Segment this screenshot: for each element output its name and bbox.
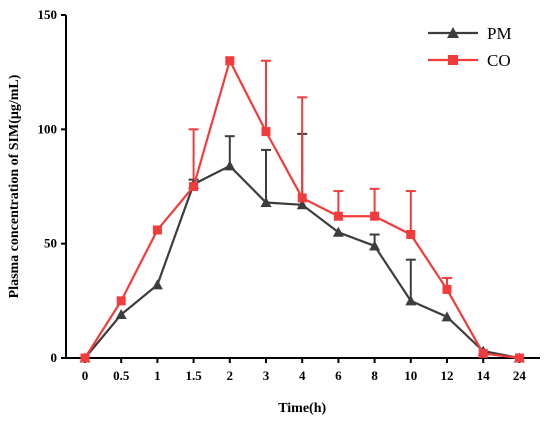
data-point-co: [225, 56, 235, 66]
x-tick-label: 6: [335, 368, 342, 383]
data-point-co: [152, 225, 162, 235]
data-point-co: [333, 211, 343, 221]
legend-label-pm: PM: [487, 24, 512, 43]
data-point-co: [261, 127, 271, 137]
legend-marker-co: [448, 55, 458, 65]
legend-item-co: CO: [428, 51, 511, 70]
data-point-co: [297, 193, 307, 203]
x-tick-label: 12: [441, 368, 454, 383]
x-tick-label: 3: [263, 368, 270, 383]
data-point-pm: [332, 226, 344, 237]
y-tick-label: 50: [44, 236, 57, 251]
y-tick-label: 100: [38, 121, 58, 136]
data-point-co: [80, 353, 90, 363]
x-tick-label: 2: [227, 368, 234, 383]
data-point-pm: [151, 279, 163, 290]
data-point-co: [478, 348, 488, 358]
x-tick-label: 24: [513, 368, 527, 383]
data-point-co: [406, 230, 416, 240]
data-point-pm: [441, 311, 453, 322]
data-point-pm: [369, 240, 381, 251]
data-point-co: [189, 182, 199, 191]
data-point-co: [514, 353, 524, 363]
data-point-co: [442, 284, 452, 294]
data-point-co: [370, 211, 380, 221]
data-point-pm: [224, 160, 236, 171]
y-tick-label: 0: [51, 350, 58, 365]
x-tick-label: 0.5: [113, 368, 130, 383]
legend-label-co: CO: [487, 51, 511, 70]
x-tick-label: 4: [299, 368, 306, 383]
x-tick-label: 0: [82, 368, 89, 383]
y-axis-title: Plasma concentration of SIM(μg/mL): [7, 74, 22, 298]
data-point-co: [116, 296, 126, 306]
x-tick-label: 8: [371, 368, 378, 383]
x-tick-label: 1: [154, 368, 161, 383]
data-point-pm: [405, 295, 417, 306]
legend-item-pm: PM: [428, 24, 512, 43]
y-tick-label: 150: [38, 7, 58, 22]
x-tick-label: 14: [477, 368, 491, 383]
x-tick-label: 10: [404, 368, 417, 383]
data-point-pm: [115, 309, 127, 320]
x-axis-title: Time(h): [278, 401, 326, 416]
x-tick-label: 1.5: [185, 368, 202, 383]
data-point-pm: [296, 199, 308, 210]
legend-marker-pm: [447, 27, 459, 38]
data-point-pm: [260, 197, 272, 208]
legend: PM CO: [428, 24, 512, 70]
plot-area: 0 50 100 150 0 0.5 1 1.5 2 3 4 6 8 10 12 14 24: [38, 7, 540, 383]
